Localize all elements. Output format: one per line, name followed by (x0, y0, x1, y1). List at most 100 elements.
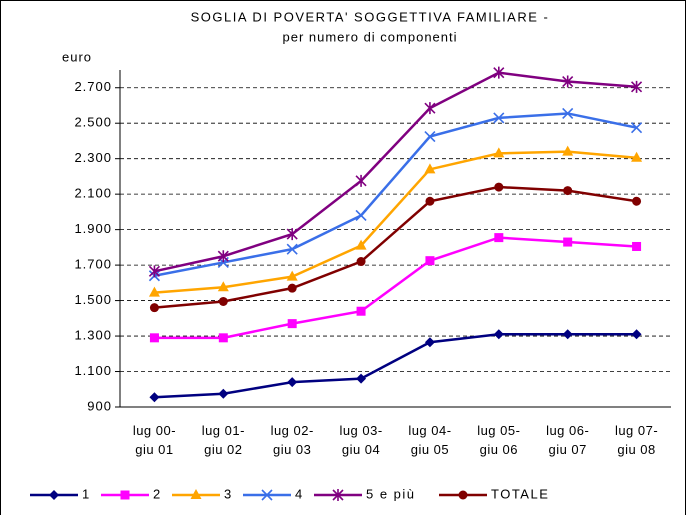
data-point (218, 333, 228, 343)
legend-label: 1 (82, 486, 91, 501)
y-tick-label: 1.700 (74, 257, 112, 272)
data-point (287, 319, 297, 329)
data-point (217, 281, 229, 292)
data-point (218, 296, 228, 306)
legend-marker (49, 490, 59, 500)
y-tick-label: 1.100 (74, 363, 112, 378)
marker-shape (287, 319, 297, 329)
legend-label: TOTALE (491, 486, 549, 501)
data-point (355, 174, 367, 187)
data-point (424, 337, 435, 348)
marker-shape (149, 303, 159, 313)
data-point (424, 102, 436, 115)
data-point (355, 239, 367, 250)
data-point (632, 241, 642, 251)
data-point (563, 186, 573, 196)
marker-shape (355, 174, 367, 187)
marker-shape (424, 102, 436, 115)
marker-shape (120, 490, 130, 500)
data-point (286, 270, 298, 281)
marker-shape (355, 239, 367, 250)
marker-shape (261, 489, 273, 501)
data-point (630, 80, 643, 93)
marker-shape (632, 241, 642, 251)
y-tick-label: 1.300 (74, 327, 112, 342)
data-point (632, 196, 642, 206)
marker-shape (286, 270, 298, 281)
marker-shape (356, 373, 367, 384)
marker-shape (148, 286, 160, 297)
marker-shape (286, 243, 298, 255)
y-tick-label: 2.100 (74, 186, 112, 201)
marker-shape (493, 329, 504, 340)
legend-marker (190, 489, 202, 499)
x-tick-label: lug 03- giu 04 (339, 423, 383, 457)
x-tick-label: lug 05- giu 06 (477, 423, 521, 457)
marker-shape (287, 283, 297, 293)
series-line (154, 236, 637, 340)
data-point (631, 329, 642, 340)
data-point (493, 329, 504, 340)
series-line (154, 112, 637, 277)
marker-shape (494, 233, 504, 243)
data-point (149, 333, 159, 343)
marker-shape (562, 75, 574, 88)
x-tick-label: lug 02- giu 03 (270, 423, 314, 457)
marker-shape (356, 306, 366, 316)
marker-shape (631, 151, 643, 162)
data-point (631, 151, 643, 162)
marker-shape (563, 237, 573, 247)
marker-shape (630, 122, 643, 134)
y-tick-label: 2.700 (74, 79, 112, 94)
y-tick-label: 1.900 (74, 221, 112, 236)
marker-shape (190, 489, 202, 499)
marker-shape (562, 107, 574, 120)
data-point (494, 233, 504, 243)
legend-label: 5 e più (366, 486, 416, 501)
data-point (356, 373, 367, 384)
legend-marker (261, 489, 273, 501)
chart-subtitle: per numero di componenti (282, 29, 457, 44)
y-tick-label: 2.300 (74, 150, 112, 165)
series-line (154, 185, 637, 309)
marker-shape (632, 196, 642, 206)
x-tick-label: lug 04- giu 05 (408, 423, 452, 457)
chart-title: SOGLIA DI POVERTA' SOGGETTIVA FAMILIARE … (191, 9, 550, 24)
marker-shape (424, 163, 436, 174)
data-point (493, 147, 505, 158)
legend-marker (458, 490, 468, 500)
marker-shape (356, 257, 366, 267)
marker-shape (218, 296, 228, 306)
marker-shape (218, 388, 229, 399)
data-point (356, 257, 366, 267)
data-point (424, 130, 436, 143)
data-point (630, 122, 643, 134)
data-point (563, 237, 573, 247)
legend-label: 2 (153, 486, 162, 501)
marker-shape (562, 329, 573, 340)
marker-shape (149, 392, 160, 403)
data-point (562, 145, 574, 156)
legend-label: 3 (224, 486, 233, 501)
data-point (148, 265, 161, 278)
x-tick-label: lug 00- giu 01 (132, 423, 177, 457)
marker-shape (355, 209, 367, 222)
legend-marker (332, 489, 344, 501)
series-line (154, 150, 637, 294)
data-point (425, 196, 435, 206)
marker-shape (630, 80, 643, 93)
marker-shape (149, 333, 159, 343)
y-tick-label: 2.500 (74, 115, 112, 130)
x-tick-label: lug 06- giu 07 (546, 423, 590, 457)
data-point (562, 329, 573, 340)
marker-shape (493, 147, 505, 158)
data-point (218, 388, 229, 399)
legend-label: 4 (295, 486, 304, 501)
y-tick-label: 900 (87, 398, 112, 413)
data-point (494, 182, 504, 192)
data-point (562, 75, 574, 88)
data-point (286, 228, 298, 241)
